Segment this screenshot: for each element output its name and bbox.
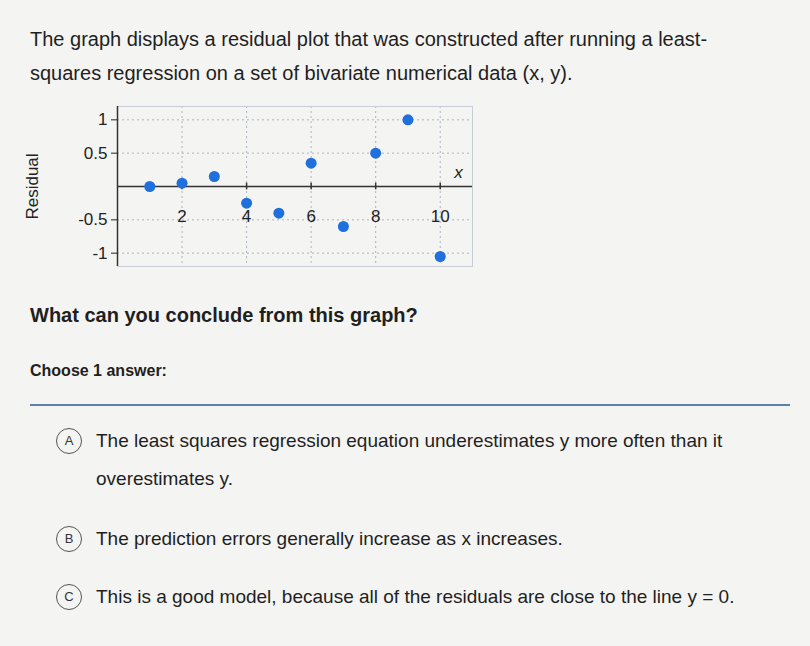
svg-text:4: 4 [242,207,251,226]
html-text:C: C [64,589,74,604]
svg-text:-0.5: -0.5 [78,210,107,229]
svg-text:1: 1 [98,110,107,129]
html-text:The least squares regression e: The least squares regression equation un… [96,430,723,489]
svg-text:-1: -1 [92,244,107,263]
svg-text:6: 6 [306,207,315,226]
svg-text:10: 10 [431,207,450,226]
svg-text:0.5: 0.5 [84,144,108,163]
svg-text:x: x [453,163,463,182]
html-text:B: B [64,531,74,546]
html-text:Choose 1 answer:: Choose 1 answer: [30,362,167,379]
svg-text:Residual: Residual [23,153,42,219]
svg-text:2: 2 [177,207,186,226]
html-text:The graph displays a residual: The graph displays a residual plot that … [30,28,707,84]
html-text:The prediction errors generall: The prediction errors generally increase… [96,528,563,549]
svg-text:8: 8 [371,207,380,226]
html-text:What can you conclude from thi: What can you conclude from this graph? [30,304,418,326]
html-text:This is a good model, because: This is a good model, because all of the… [96,586,735,607]
html-text:A: A [64,433,74,448]
